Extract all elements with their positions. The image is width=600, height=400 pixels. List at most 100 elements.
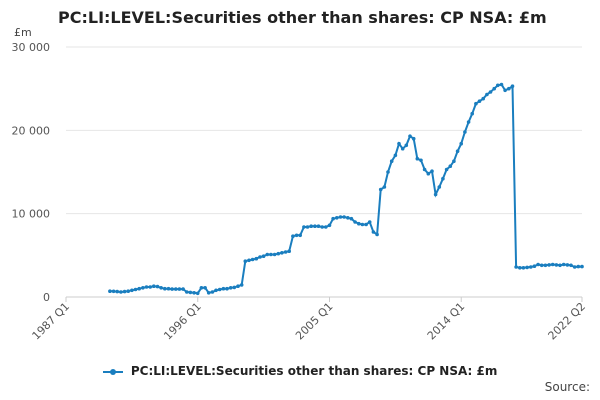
data-point[interactable] [163,286,167,291]
data-point[interactable] [367,220,372,224]
data-point[interactable] [389,159,394,163]
data-point[interactable] [298,233,303,238]
data-point[interactable] [272,252,277,257]
data-point[interactable] [408,134,412,138]
data-point[interactable] [503,88,507,93]
data-point[interactable] [280,251,284,255]
data-point[interactable] [254,256,259,261]
data-point[interactable] [302,225,306,229]
data-point[interactable] [346,216,350,220]
data-point[interactable] [415,156,420,161]
data-point[interactable] [239,283,244,287]
data-point[interactable] [185,290,189,294]
data-point[interactable] [419,158,423,163]
data-point[interactable] [543,263,548,268]
data-point[interactable] [232,285,237,290]
data-point[interactable] [313,224,317,228]
data-point[interactable] [565,263,570,267]
data-point[interactable] [448,164,453,168]
data-point[interactable] [378,187,383,192]
data-point[interactable] [426,171,431,176]
data-point[interactable] [404,143,409,148]
data-point[interactable] [470,111,475,116]
data-point[interactable] [269,252,273,257]
data-point[interactable] [236,284,240,289]
data-point[interactable] [400,146,405,151]
data-point[interactable] [532,264,537,269]
data-point[interactable] [203,286,207,290]
data-point[interactable] [265,252,270,257]
data-point[interactable] [152,284,156,289]
data-point[interactable] [550,262,555,267]
data-point[interactable] [561,262,566,267]
data-point[interactable] [397,141,401,146]
data-point[interactable] [525,265,529,270]
data-point[interactable] [539,263,544,268]
data-point[interactable] [371,230,376,234]
data-point[interactable] [144,285,149,289]
data-point[interactable] [518,266,522,270]
data-point[interactable] [247,258,251,263]
data-point[interactable] [529,265,533,269]
data-point[interactable] [474,101,478,106]
data-point[interactable] [331,216,335,221]
data-point[interactable] [133,287,138,292]
data-point[interactable] [206,291,211,295]
data-point[interactable] [276,251,281,256]
data-point[interactable] [287,249,292,253]
data-point[interactable] [174,287,178,291]
data-point[interactable] [177,287,182,291]
data-point[interactable] [210,290,215,294]
data-point[interactable] [181,287,185,291]
data-point[interactable] [411,136,416,141]
data-point[interactable] [342,215,346,219]
data-point[interactable] [258,255,262,259]
data-point[interactable] [393,153,398,158]
data-point[interactable] [199,286,204,290]
data-point[interactable] [119,290,123,294]
data-point[interactable] [214,288,218,293]
data-point[interactable] [137,286,141,291]
data-point[interactable] [243,259,248,264]
data-point[interactable] [305,225,310,229]
data-point[interactable] [225,286,229,291]
data-point[interactable] [126,289,130,294]
data-point[interactable] [217,287,222,292]
data-point[interactable] [349,216,354,221]
data-point[interactable] [514,265,518,269]
data-point[interactable] [452,159,456,163]
data-point[interactable] [576,264,581,269]
data-point[interactable] [496,83,500,88]
data-point[interactable] [521,266,526,270]
data-point[interactable] [481,96,486,101]
data-point[interactable] [159,286,163,290]
data-point[interactable] [554,263,559,267]
data-point[interactable] [130,288,134,293]
data-point[interactable] [228,286,233,290]
data-point[interactable] [572,265,577,269]
data-point[interactable] [430,169,434,173]
data-point[interactable] [327,223,332,228]
data-point[interactable] [111,289,116,294]
data-point[interactable] [335,216,339,220]
data-point[interactable] [360,222,365,227]
data-point[interactable] [492,86,497,91]
data-point[interactable] [188,290,193,295]
data-point[interactable] [510,84,515,88]
data-point[interactable] [441,176,445,181]
data-point[interactable] [166,286,171,291]
data-point[interactable] [357,221,361,226]
data-point[interactable] [499,82,504,87]
data-point[interactable] [148,285,152,289]
data-point[interactable] [283,250,288,254]
data-point[interactable] [291,234,295,238]
data-point[interactable] [122,289,127,294]
data-point[interactable] [459,141,464,146]
data-point[interactable] [437,185,442,189]
data-point[interactable] [261,254,266,258]
data-point[interactable] [466,120,471,124]
data-point[interactable] [485,92,489,97]
data-point[interactable] [108,289,112,294]
data-point[interactable] [324,225,328,229]
data-point[interactable] [580,264,584,269]
